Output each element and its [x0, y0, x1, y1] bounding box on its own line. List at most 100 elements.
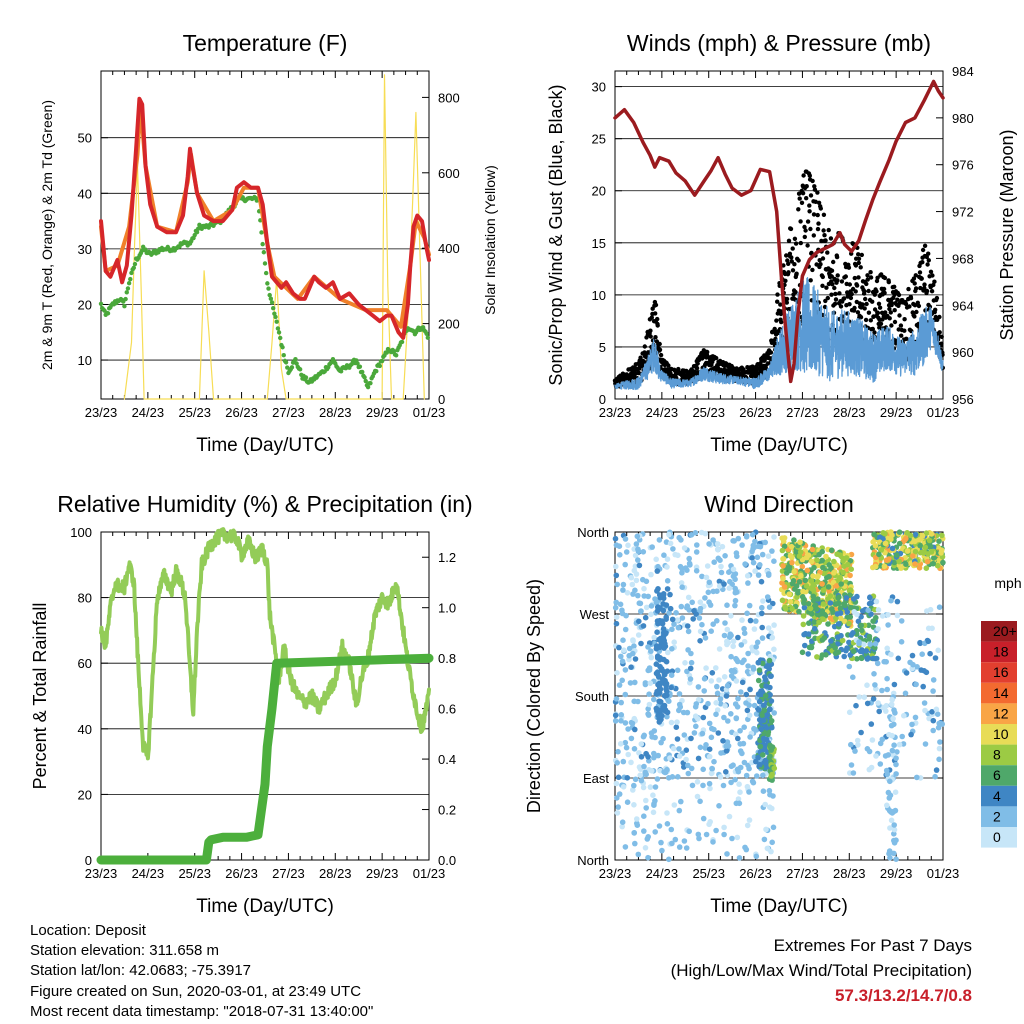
direction-point [651, 696, 657, 703]
direction-point [887, 778, 893, 785]
panel-direction: 23/23 24/23 25/23 26/23 27/23 28/23 29/23 01/23… [524, 491, 1022, 917]
direction-point [890, 715, 896, 722]
direction-point [861, 694, 868, 700]
direction-point [771, 558, 777, 564]
direction-point [731, 538, 737, 544]
gust-point [907, 304, 912, 309]
gust-point [799, 200, 805, 205]
direction-point [674, 736, 681, 742]
direction-point [687, 676, 694, 682]
dewpoint-point [129, 270, 134, 276]
direction-point [896, 529, 903, 535]
direction-point [753, 644, 759, 650]
direction-point [842, 602, 848, 609]
direction-point [928, 549, 935, 555]
gust-point [638, 355, 643, 360]
direction-point [780, 556, 787, 562]
gust-point [804, 184, 809, 189]
direction-point [843, 647, 849, 654]
direction-point [865, 607, 871, 614]
direction-point [746, 602, 753, 609]
panel-temperature: 23/23 24/23 25/23 26/23 27/23 28/23 29/23 01/23… [39, 30, 498, 456]
direction-point [617, 552, 623, 558]
legend-swatch [981, 703, 1017, 724]
direction-point [729, 835, 735, 842]
direction-point [726, 813, 733, 820]
gust-point [882, 275, 888, 281]
direction-point [726, 569, 732, 575]
direction-point [737, 728, 743, 734]
gust-point [815, 190, 820, 195]
direction-point [676, 844, 683, 850]
direction-point [744, 822, 751, 829]
direction-point [640, 549, 647, 555]
direction-point [737, 789, 743, 795]
direction-point [846, 639, 852, 646]
y-tick-label: East [583, 771, 609, 786]
direction-point [791, 537, 797, 543]
y-tick-label: 10 [78, 353, 92, 368]
direction-point [638, 608, 644, 614]
direction-point [622, 720, 629, 726]
direction-point [671, 639, 677, 645]
direction-point [702, 635, 709, 641]
direction-point [759, 551, 766, 558]
direction-point [682, 660, 688, 666]
direction-point [663, 686, 669, 692]
dewpoint-point [273, 314, 278, 320]
y-right-tick-label: 0.2 [438, 803, 456, 818]
direction-point [654, 629, 660, 635]
direction-point [660, 735, 666, 742]
gust-point [818, 206, 823, 211]
direction-point [796, 608, 802, 615]
gust-point [811, 233, 816, 238]
direction-point [750, 559, 757, 566]
direction-point [831, 558, 837, 565]
direction-point [615, 804, 621, 810]
gust-point [849, 291, 854, 297]
station-info: Location: Deposit Station elevation: 311… [30, 921, 373, 1022]
direction-point [643, 797, 649, 804]
gust-point [800, 191, 806, 196]
direction-point [933, 706, 940, 713]
direction-point [768, 698, 775, 704]
x-tick-label: 28/23 [319, 866, 352, 881]
direction-point [739, 542, 745, 548]
direction-point [675, 774, 681, 780]
gust-point [864, 301, 869, 307]
direction-point [741, 724, 747, 730]
direction-point [683, 747, 690, 753]
direction-point [614, 795, 620, 801]
direction-point [739, 617, 745, 623]
direction-point [683, 845, 690, 851]
direction-point [842, 618, 848, 625]
direction-point [771, 710, 777, 716]
direction-point [730, 638, 737, 645]
gust-point [813, 199, 818, 204]
direction-point [746, 712, 753, 719]
direction-point [724, 641, 730, 648]
direction-point [652, 829, 658, 835]
direction-point [879, 613, 886, 619]
direction-point [759, 682, 765, 689]
direction-point [686, 828, 692, 835]
direction-point [837, 575, 843, 582]
series-solar-line [123, 74, 425, 400]
gust-point [802, 234, 807, 240]
direction-point [808, 585, 815, 592]
direction-point [637, 772, 643, 779]
direction-point [891, 559, 898, 566]
direction-point [759, 624, 765, 631]
direction-point [736, 855, 743, 861]
gust-point [786, 270, 791, 275]
direction-point [714, 618, 720, 624]
x-tick-label: 27/23 [272, 866, 305, 881]
direction-point [743, 772, 750, 779]
direction-point [705, 700, 711, 707]
gust-point [794, 271, 799, 276]
direction-point [617, 601, 624, 608]
direction-point [612, 712, 619, 719]
gust-point [824, 285, 829, 290]
direction-point [837, 605, 844, 611]
direction-point [765, 553, 772, 559]
